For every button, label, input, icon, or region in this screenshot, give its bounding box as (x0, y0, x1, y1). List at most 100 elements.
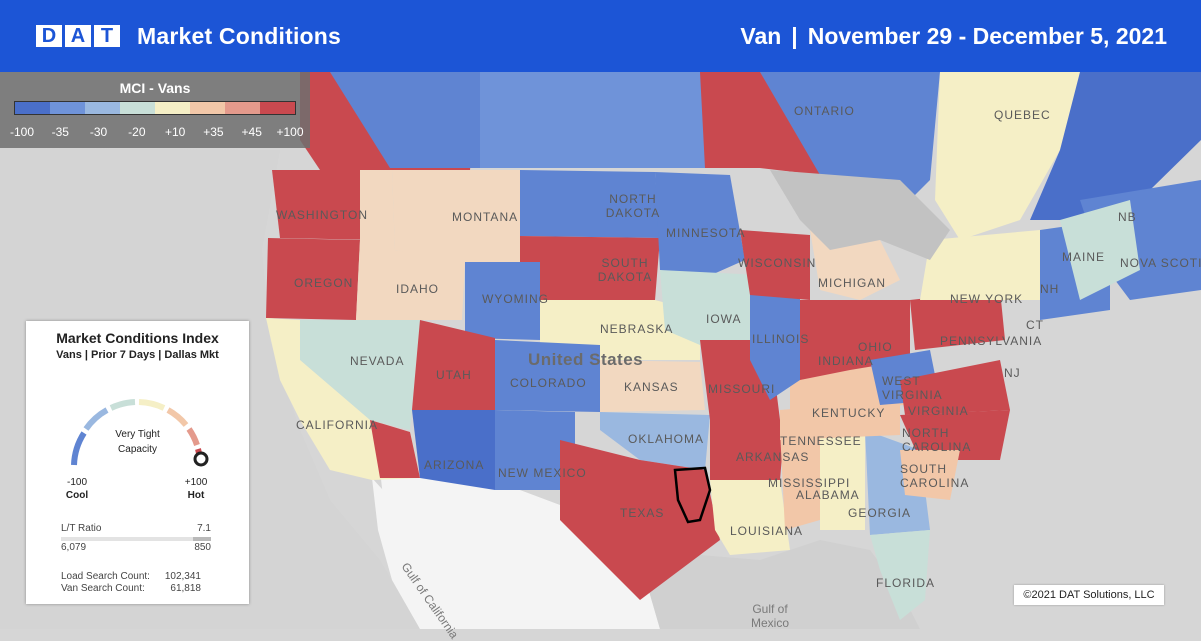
loads-count: 6,079 (61, 542, 87, 553)
card-title: Market Conditions Index (56, 330, 219, 346)
gulf-of-mexico (640, 540, 920, 629)
label-arizona: ARIZONA (424, 458, 485, 472)
state-south-carolina (900, 450, 960, 500)
label-gulf-of-mexico: Gulf of Mexico (750, 602, 789, 630)
label-indiana: INDIANA (818, 354, 874, 368)
legend-swatch-5 (190, 102, 225, 114)
label-california: CALIFORNIA (296, 418, 379, 432)
mci-gauge (71, 399, 209, 467)
capacity-status: Very Tight Capacity (26, 427, 249, 457)
state-florida (870, 530, 930, 620)
region-quebec (935, 72, 1080, 240)
page-title: Market Conditions (137, 22, 342, 49)
great-lakes (770, 170, 950, 260)
mci-legend: MCI - Vans -100 -35 -30 -20 +10 +35 +45 +100 (0, 72, 310, 148)
lt-ratio-bar (61, 537, 211, 541)
legend-tick-5: +35 (203, 125, 224, 139)
load-search-row: Load Search Count: 102,341 (61, 571, 211, 582)
load-search-value: 102,341 (164, 571, 201, 582)
us-market-map[interactable] (0, 72, 1201, 629)
logo-letter-d: D (36, 25, 62, 47)
region-manitoba (600, 72, 710, 168)
label-washington: WASHINGTON (276, 208, 369, 222)
label-kentucky: KENTUCKY (812, 406, 886, 420)
state-wisconsin (740, 230, 810, 300)
label-arkansas: ARKANSAS (736, 450, 810, 464)
dat-logo: D A T (36, 25, 123, 47)
period-separator: | (791, 22, 798, 49)
van-search-value: 61,818 (170, 583, 201, 594)
label-nh: NH (1040, 282, 1060, 296)
legend-tick-6: +45 (241, 125, 262, 139)
dallas-market-outline (673, 466, 712, 524)
region-sask (480, 72, 600, 168)
label-virginia: VIRGINIA (908, 404, 969, 418)
label-montana: MONTANA (452, 210, 519, 224)
state-illinois (750, 290, 800, 400)
label-south-dakota: SOUTH DAKOTA (597, 256, 653, 284)
legend-swatch-4 (155, 102, 190, 114)
state-iowa (660, 270, 760, 345)
label-ct: CT (1026, 318, 1044, 332)
mexico-land (380, 470, 660, 629)
header-bar: D A T Market Conditions Van | November 29 … (0, 0, 1201, 72)
cool-text: Cool (65, 490, 89, 501)
state-virginia (900, 360, 1010, 415)
label-north-carolina: NORTH CAROLINA (902, 426, 972, 454)
label-colorado: COLORADO (510, 376, 587, 390)
hot-text: Hot (187, 490, 205, 501)
label-louisiana: LOUISIANA (730, 524, 804, 538)
legend-swatch-2 (85, 102, 120, 114)
legend-swatch-0 (15, 102, 50, 114)
legend-swatch-3 (120, 102, 155, 114)
status-line-2: Capacity (118, 444, 157, 455)
state-new-mexico (495, 410, 575, 490)
label-minnesota: MINNESOTA (666, 226, 746, 240)
label-ontario: ONTARIO (794, 104, 855, 118)
label-nb: NB (1118, 210, 1137, 224)
state-minnesota (655, 172, 745, 280)
legend-tick-1: -35 (51, 125, 69, 139)
state-texas (560, 440, 720, 600)
cool-label: -100 Cool (57, 476, 97, 502)
label-michigan: MICHIGAN (818, 276, 886, 290)
status-line-1: Very Tight (115, 429, 160, 440)
state-indiana (800, 300, 850, 380)
lt-ratio-row: L/T Ratio 7.1 (61, 523, 211, 534)
date-range: November 29 - December 5, 2021 (807, 22, 1167, 49)
label-oregon: OREGON (294, 276, 354, 290)
state-pennsylvania (910, 290, 1005, 350)
gauge-arc-mid1 (109, 399, 136, 411)
region-quebec-east (1030, 72, 1201, 220)
label-united-states: United States (528, 350, 644, 369)
label-maine: MAINE (1062, 250, 1106, 264)
gauge-arc-mid2 (138, 399, 166, 411)
label-missouri: MISSOURI (708, 382, 776, 396)
label-new-mexico: NEW MEXICO (498, 466, 587, 480)
label-kansas: KANSAS (624, 380, 679, 394)
logo-letter-a: A (65, 25, 91, 47)
state-oklahoma (600, 412, 710, 470)
van-search-row: Van Search Count: 61,818 (61, 583, 211, 594)
state-alabama (820, 430, 865, 530)
equipment-type: Van (740, 22, 782, 49)
loads-trucks-row: 6,079 850 (61, 542, 211, 553)
state-ohio (850, 300, 910, 370)
state-new-york (920, 230, 1040, 300)
legend-swatch-7 (260, 102, 295, 114)
logo-letter-t: T (94, 25, 120, 47)
label-tennessee: TENNESSEE (780, 434, 862, 448)
hot-label: +100 Hot (176, 476, 216, 502)
state-washington (272, 170, 380, 240)
label-nj: NJ (1004, 366, 1021, 380)
state-kansas (600, 360, 705, 412)
load-search-label: Load Search Count: (61, 571, 150, 582)
mci-card: Market Conditions Index Vans | Prior 7 D… (26, 321, 249, 604)
state-louisiana (710, 480, 790, 555)
label-alabama: ALABAMA (796, 488, 860, 502)
legend-swatch-6 (225, 102, 260, 114)
label-nevada: NEVADA (350, 354, 405, 368)
trucks-count: 850 (194, 542, 211, 553)
state-arkansas (710, 420, 785, 480)
state-south-dakota (520, 236, 660, 300)
